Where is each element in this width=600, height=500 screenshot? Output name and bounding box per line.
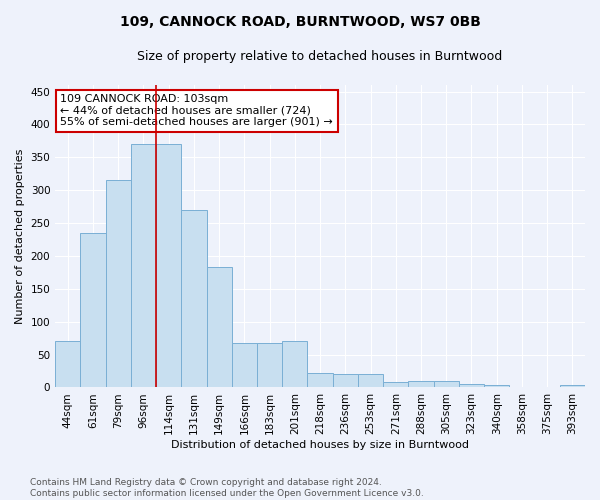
Bar	[282, 342, 307, 388]
Bar	[358, 374, 383, 388]
Bar	[232, 342, 257, 388]
Text: 109, CANNOCK ROAD, BURNTWOOD, WS7 0BB: 109, CANNOCK ROAD, BURNTWOOD, WS7 0BB	[119, 15, 481, 29]
Bar	[307, 373, 332, 388]
Bar	[459, 384, 484, 388]
Text: 109 CANNOCK ROAD: 103sqm
← 44% of detached houses are smaller (724)
55% of semi-: 109 CANNOCK ROAD: 103sqm ← 44% of detach…	[61, 94, 333, 128]
Bar	[383, 382, 409, 388]
Bar	[106, 180, 131, 388]
Bar	[257, 342, 282, 388]
Bar	[131, 144, 156, 388]
Title: Size of property relative to detached houses in Burntwood: Size of property relative to detached ho…	[137, 50, 503, 63]
Text: Contains HM Land Registry data © Crown copyright and database right 2024.
Contai: Contains HM Land Registry data © Crown c…	[30, 478, 424, 498]
Bar	[55, 342, 80, 388]
Bar	[156, 144, 181, 388]
Bar	[560, 385, 585, 388]
Bar	[80, 233, 106, 388]
Y-axis label: Number of detached properties: Number of detached properties	[15, 148, 25, 324]
Bar	[409, 381, 434, 388]
Bar	[332, 374, 358, 388]
Bar	[434, 381, 459, 388]
Bar	[484, 385, 509, 388]
Bar	[181, 210, 206, 388]
X-axis label: Distribution of detached houses by size in Burntwood: Distribution of detached houses by size …	[171, 440, 469, 450]
Bar	[206, 267, 232, 388]
